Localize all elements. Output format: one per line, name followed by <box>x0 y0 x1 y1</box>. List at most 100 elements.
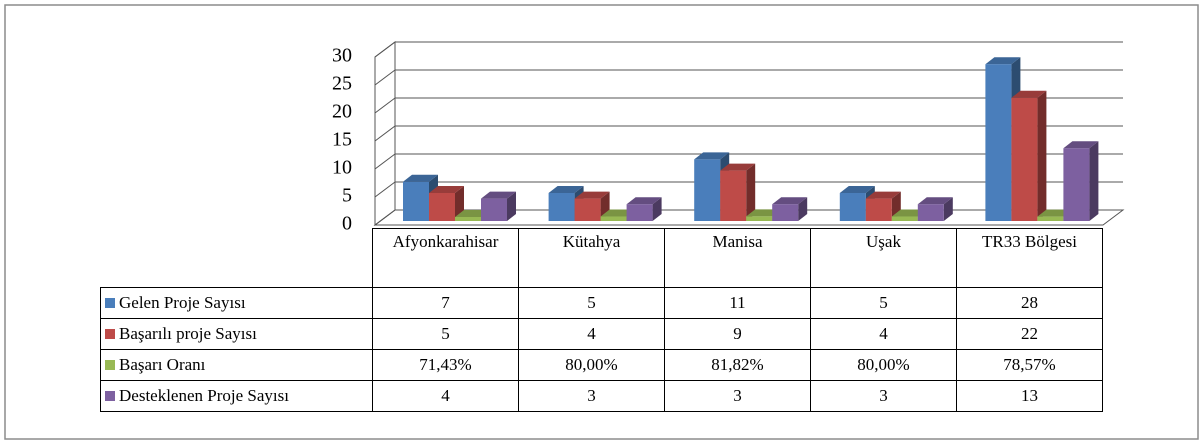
x-tick-label: Manisa <box>664 228 811 288</box>
value-cell: 4 <box>810 318 957 350</box>
bar <box>429 193 455 221</box>
bar <box>746 216 773 221</box>
value-cell: 22 <box>956 318 1103 350</box>
bar <box>1063 148 1090 221</box>
legend-swatch <box>105 298 115 308</box>
bar <box>548 193 575 221</box>
bar <box>917 204 944 221</box>
value-cell: 5 <box>810 287 957 319</box>
bar-top <box>694 152 730 160</box>
value-cell: 4 <box>372 380 519 412</box>
x-tick-label: TR33 Bölgesi <box>956 228 1103 288</box>
header-row: Afyonkarahisar Kütahya Manisa Uşak TR33 Bölg… <box>101 228 1103 288</box>
x-tick-label: Afyonkarahisar <box>372 228 519 288</box>
value-cell: 80,00% <box>518 349 665 381</box>
legend-cell: Desteklenen Proje Sayısı <box>100 380 373 412</box>
bar <box>455 216 481 221</box>
bar-side <box>746 163 756 221</box>
bar <box>985 64 1012 221</box>
bar-side <box>1037 90 1047 221</box>
bar-top <box>917 197 953 205</box>
bar-side <box>943 197 953 221</box>
y-tick-label: 25 <box>332 73 352 95</box>
frame-border <box>4 4 1199 440</box>
bar-top <box>548 186 584 193</box>
legend-cell: Başarılı proje Sayısı <box>100 318 373 350</box>
grid-line <box>374 181 396 198</box>
series-row: Başarılı proje Sayısı 5 4 9 4 22 <box>100 318 1103 350</box>
y-tick-label: 10 <box>332 157 352 179</box>
bar-side <box>1089 141 1099 221</box>
bar <box>865 198 892 221</box>
bar-top <box>626 197 662 205</box>
series-row: Gelen Proje Sayısı 7 5 11 5 28 <box>100 287 1103 319</box>
value-cell: 81,82% <box>664 349 811 381</box>
grid-line <box>374 209 396 226</box>
y-tick-label: 15 <box>332 129 352 151</box>
value-cell: 4 <box>518 318 665 350</box>
value-cell: 9 <box>664 318 811 350</box>
bar-top <box>839 186 875 193</box>
x-tick-label: Kütahya <box>518 228 665 288</box>
value-cell: 7 <box>372 287 519 319</box>
bar <box>1037 216 1064 221</box>
bar <box>1011 97 1038 221</box>
bar <box>839 193 866 221</box>
grid-line <box>374 69 396 86</box>
legend-cell: Başarı Oranı <box>100 349 373 381</box>
y-tick-label: 5 <box>342 185 352 207</box>
value-cell: 5 <box>372 318 519 350</box>
bar-side <box>652 197 662 221</box>
bar-top <box>865 191 901 199</box>
legend-swatch <box>105 329 115 339</box>
series-row: Desteklenen Proje Sayısı 4 3 3 3 13 <box>100 380 1103 412</box>
value-cell: 13 <box>956 380 1103 412</box>
value-cell: 28 <box>956 287 1103 319</box>
bar-top <box>1011 90 1047 98</box>
y-tick-label: 20 <box>332 101 352 123</box>
bar <box>626 204 653 221</box>
grid-line <box>374 125 396 142</box>
series-row: Başarı Oranı 71,43% 80,00% 81,82% 80,00% 78,5… <box>100 349 1103 381</box>
data-table: Afyonkarahisar Kütahya Manisa Uşak TR33 Bölg… <box>100 228 1103 412</box>
bar-top <box>481 191 516 199</box>
bar-top <box>403 174 438 182</box>
bar-top <box>772 197 808 205</box>
data-table-body: Afyonkarahisar Kütahya Manisa Uşak TR33 Bölg… <box>100 228 1103 412</box>
bar-top <box>429 186 464 193</box>
grid-line <box>374 153 396 170</box>
bar-top <box>574 191 610 199</box>
value-cell: 71,43% <box>372 349 519 381</box>
bar <box>574 198 601 221</box>
bar <box>403 181 429 221</box>
x-tick-label: Uşak <box>810 228 957 288</box>
bar-top <box>985 57 1021 65</box>
corner-cell <box>101 229 373 288</box>
value-cell: 3 <box>518 380 665 412</box>
bar <box>891 216 918 221</box>
value-cell: 3 <box>664 380 811 412</box>
legend-swatch <box>105 360 115 370</box>
value-cell: 11 <box>664 287 811 319</box>
value-cell: 3 <box>810 380 957 412</box>
legend-label: Başarı Oranı <box>119 355 206 374</box>
bar <box>772 204 799 221</box>
bar-side <box>507 191 516 221</box>
grid-line <box>374 41 396 58</box>
legend-swatch <box>105 391 115 401</box>
legend-label: Başarılı proje Sayısı <box>119 324 257 343</box>
bar-top <box>1063 141 1099 149</box>
y-tick-label: 30 <box>332 45 352 67</box>
value-cell: 78,57% <box>956 349 1103 381</box>
y-tick-label: 0 <box>342 213 352 235</box>
bar <box>720 170 747 221</box>
value-cell: 80,00% <box>810 349 957 381</box>
grid-line <box>374 97 396 114</box>
bar-top <box>720 163 756 171</box>
bar <box>694 159 721 221</box>
bar <box>600 216 627 221</box>
legend-label: Gelen Proje Sayısı <box>119 293 246 312</box>
legend-cell: Gelen Proje Sayısı <box>100 287 373 319</box>
